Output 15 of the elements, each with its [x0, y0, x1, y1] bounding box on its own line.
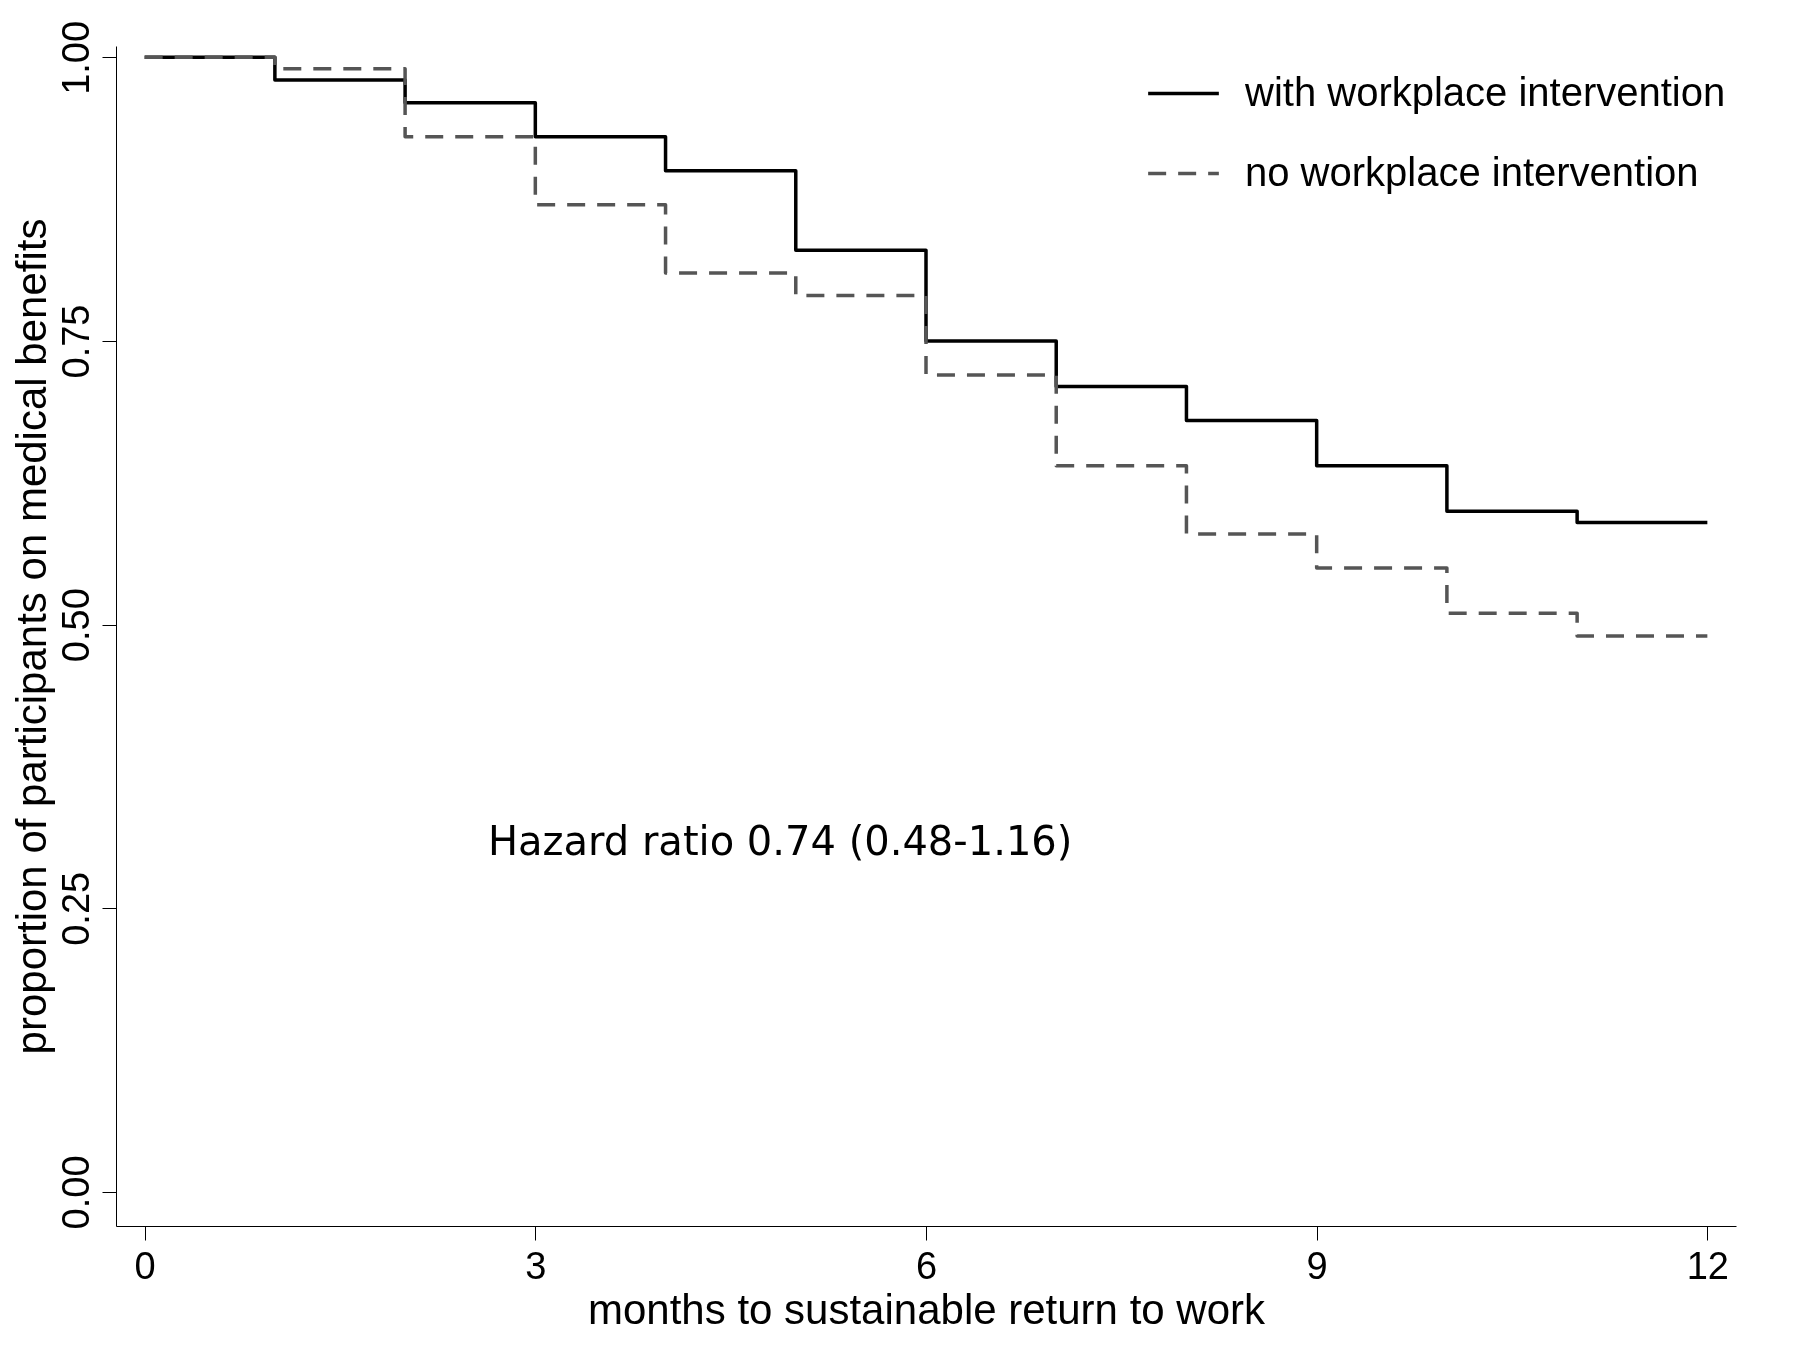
x-tick-label: 9 [1306, 1244, 1328, 1287]
y-tick-label: 0.50 [54, 588, 97, 663]
x-tick-label: 0 [134, 1244, 156, 1287]
x-tick-label: 3 [525, 1244, 547, 1287]
legend-label: with workplace intervention [1244, 69, 1726, 114]
x-axis-title: months to sustainable return to work [587, 1285, 1266, 1333]
y-axis-title: proportion of participants on medical benefits [7, 218, 55, 1055]
legend-label: no workplace intervention [1245, 149, 1699, 194]
y-tick-label: 0.00 [54, 1155, 97, 1230]
x-tick-label: 6 [915, 1244, 938, 1287]
y-tick-label: 1.00 [54, 20, 97, 95]
x-tick-label: 12 [1686, 1244, 1729, 1287]
annotation: Hazard ratio 0.74 (0.48-1.16) [487, 817, 1073, 864]
y-tick-label: 0.25 [54, 871, 97, 946]
y-tick-label: 0.75 [54, 304, 97, 379]
